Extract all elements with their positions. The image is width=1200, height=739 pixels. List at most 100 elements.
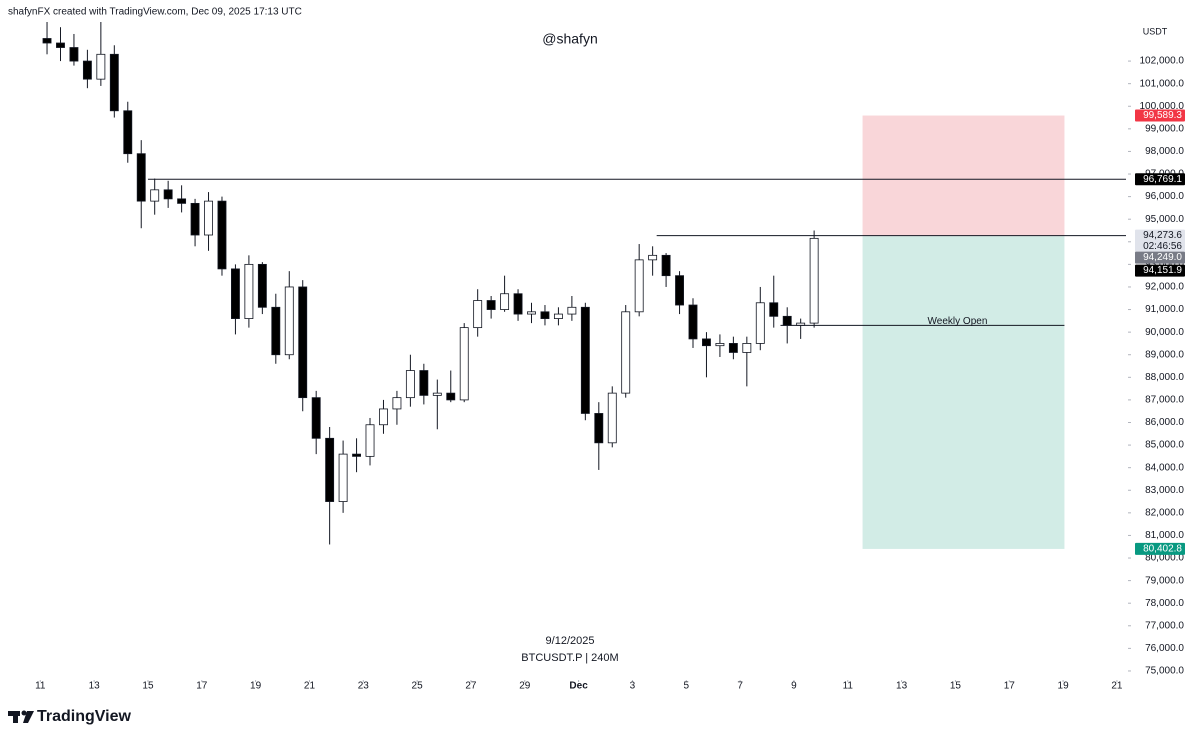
candle-body — [540, 311, 550, 319]
candle-body — [405, 370, 415, 399]
x-tick-label: 25 — [412, 681, 424, 692]
candle-body — [675, 275, 684, 306]
candle-body — [163, 189, 173, 200]
candle-body — [486, 300, 496, 310]
candle-body — [82, 60, 92, 80]
candle-body — [580, 306, 590, 414]
candle-body — [56, 42, 65, 48]
candle-body — [204, 200, 213, 236]
candle-body — [446, 392, 456, 401]
x-tick-label: 11 — [35, 681, 46, 692]
x-tick-label: 19 — [1058, 681, 1070, 692]
y-tick-label: 75,000.0 — [1145, 666, 1184, 677]
y-tick-label: 95,000.0 — [1145, 214, 1184, 225]
y-tick-label: 86,000.0 — [1145, 417, 1184, 428]
candle-body — [755, 302, 765, 344]
candle-body — [42, 38, 52, 44]
price-badge-label: 94,151.9 — [1143, 265, 1182, 276]
candle-body — [284, 286, 294, 356]
y-tick-label: 78,000.0 — [1145, 598, 1184, 609]
x-tick-label: 3 — [630, 681, 636, 692]
plot-area — [42, 22, 1065, 549]
candle-body — [109, 53, 119, 112]
candle-body — [607, 392, 617, 444]
y-tick-label: 84,000.0 — [1145, 462, 1184, 473]
x-tick-label: 15 — [142, 681, 154, 692]
candle-body — [702, 338, 711, 347]
y-tick-label: 96,000.0 — [1145, 191, 1184, 202]
y-tick-label: 88,000.0 — [1145, 372, 1184, 383]
price-badge — [1135, 542, 1185, 555]
stop-zone — [862, 115, 1065, 237]
x-tick-label: 23 — [358, 681, 370, 692]
y-tick-label: 85,000.0 — [1145, 440, 1184, 451]
candle-body — [567, 306, 577, 315]
candle-body — [352, 453, 361, 457]
candle-body — [513, 293, 523, 315]
countdown: 02:46:56 — [1143, 241, 1182, 252]
price-badge-label: 99,589.3 — [1143, 110, 1182, 121]
candle-body — [298, 286, 308, 399]
x-tick-label: 21 — [1111, 681, 1123, 692]
y-tick-label: 81,000.0 — [1145, 530, 1184, 541]
y-tick-label: 80,000.0 — [1145, 553, 1184, 564]
candle-body — [769, 302, 779, 317]
price-badge — [1135, 229, 1185, 242]
y-tick-label: 89,000.0 — [1145, 349, 1184, 360]
y-tick-label: 91,000.0 — [1145, 304, 1184, 315]
candle-body — [688, 304, 698, 340]
price-badge-label: 80,402.8 — [1143, 544, 1182, 555]
x-tick-label: 27 — [465, 681, 477, 692]
x-tick-label: 17 — [1004, 681, 1016, 692]
candle-body — [715, 343, 725, 347]
price-badge — [1135, 251, 1185, 264]
date-note: 9/12/2025 — [546, 635, 595, 647]
candle-body — [338, 453, 348, 502]
candle-body — [123, 110, 133, 155]
brand: TradingView — [37, 708, 132, 725]
target-zone — [862, 236, 1065, 549]
y-tick-label: 87,000.0 — [1145, 395, 1184, 406]
x-tick-label: 17 — [196, 681, 208, 692]
y-tick-label: 76,000.0 — [1145, 643, 1184, 654]
candle-body — [325, 437, 335, 502]
candle-body — [553, 313, 563, 319]
y-tick-label: 100,000.0 — [1140, 101, 1185, 112]
price-badge — [1135, 264, 1185, 277]
x-tick-label: 13 — [896, 681, 908, 692]
y-tick-label: 82,000.0 — [1145, 507, 1184, 518]
currency: USDT — [1143, 26, 1168, 36]
candle-body — [634, 259, 644, 313]
x-tick-label: 5 — [683, 681, 689, 692]
candle-body — [392, 397, 402, 410]
candle-body — [190, 202, 200, 236]
price-badge-label: 94,249.0 — [1143, 252, 1182, 263]
x-tick-label: 13 — [89, 681, 101, 692]
header: shafynFX created with TradingView.com, D… — [8, 7, 302, 18]
brand-logo — [8, 710, 34, 723]
candle-body — [69, 47, 79, 62]
y-tick-label: 102,000.0 — [1140, 56, 1185, 67]
candle-body — [365, 424, 375, 457]
y-tick-label: 101,000.0 — [1140, 78, 1185, 89]
candle-body — [217, 200, 227, 270]
price-badge-label: 94,273.6 — [1143, 230, 1182, 241]
x-tick-label: 19 — [250, 681, 262, 692]
candle-body — [459, 327, 469, 401]
candle-body — [419, 370, 429, 396]
candle-body — [809, 237, 819, 324]
price-badge-label: 96,769.1 — [1143, 174, 1182, 185]
candle-body — [527, 311, 536, 315]
x-tick-label: 15 — [950, 681, 962, 692]
y-tick-label: 77,000.0 — [1145, 620, 1184, 631]
x-tick-label: 9 — [791, 681, 797, 692]
price-badge — [1135, 109, 1185, 122]
candle-body — [661, 254, 671, 277]
y-tick-label: 93,000.0 — [1145, 259, 1184, 270]
candle-body — [728, 343, 738, 353]
y-tick-label: 79,000.0 — [1145, 575, 1184, 586]
watermark: @shafyn — [542, 31, 597, 47]
y-tick-label: 92,000.0 — [1145, 282, 1184, 293]
candle-body — [473, 300, 483, 329]
